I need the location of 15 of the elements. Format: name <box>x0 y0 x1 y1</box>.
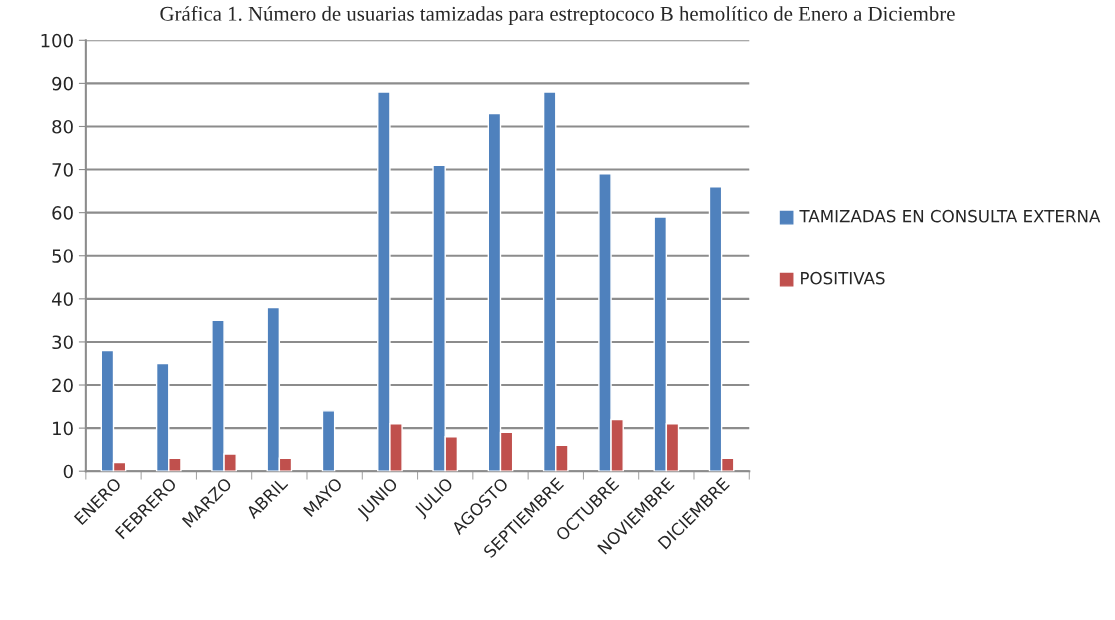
y-tick-label: 70 <box>52 163 73 177</box>
y-tick-label: 0 <box>63 464 73 479</box>
legend-label: POSITIVAS <box>801 271 885 285</box>
y-tick-label: 100 <box>41 33 73 48</box>
bar <box>321 410 336 472</box>
y-tick-label: 30 <box>52 335 73 350</box>
y-tick-label: 20 <box>52 378 73 393</box>
legend-label: TAMIZADAS EN CONSULTA EXTERNA <box>799 209 1101 223</box>
y-tick-label: 60 <box>52 206 73 220</box>
y-tick-label: 40 <box>51 292 73 306</box>
y-tick-label: 90 <box>52 76 73 91</box>
y-tick-label: 10 <box>53 421 73 436</box>
y-tick-label: 80 <box>52 119 73 134</box>
chart-title: Gráfica 1. Número de usuarias tamizadas para estreptococo B hemolítico de Enero a Diciembre <box>160 5 955 26</box>
y-tick-label: 50 <box>52 249 73 263</box>
